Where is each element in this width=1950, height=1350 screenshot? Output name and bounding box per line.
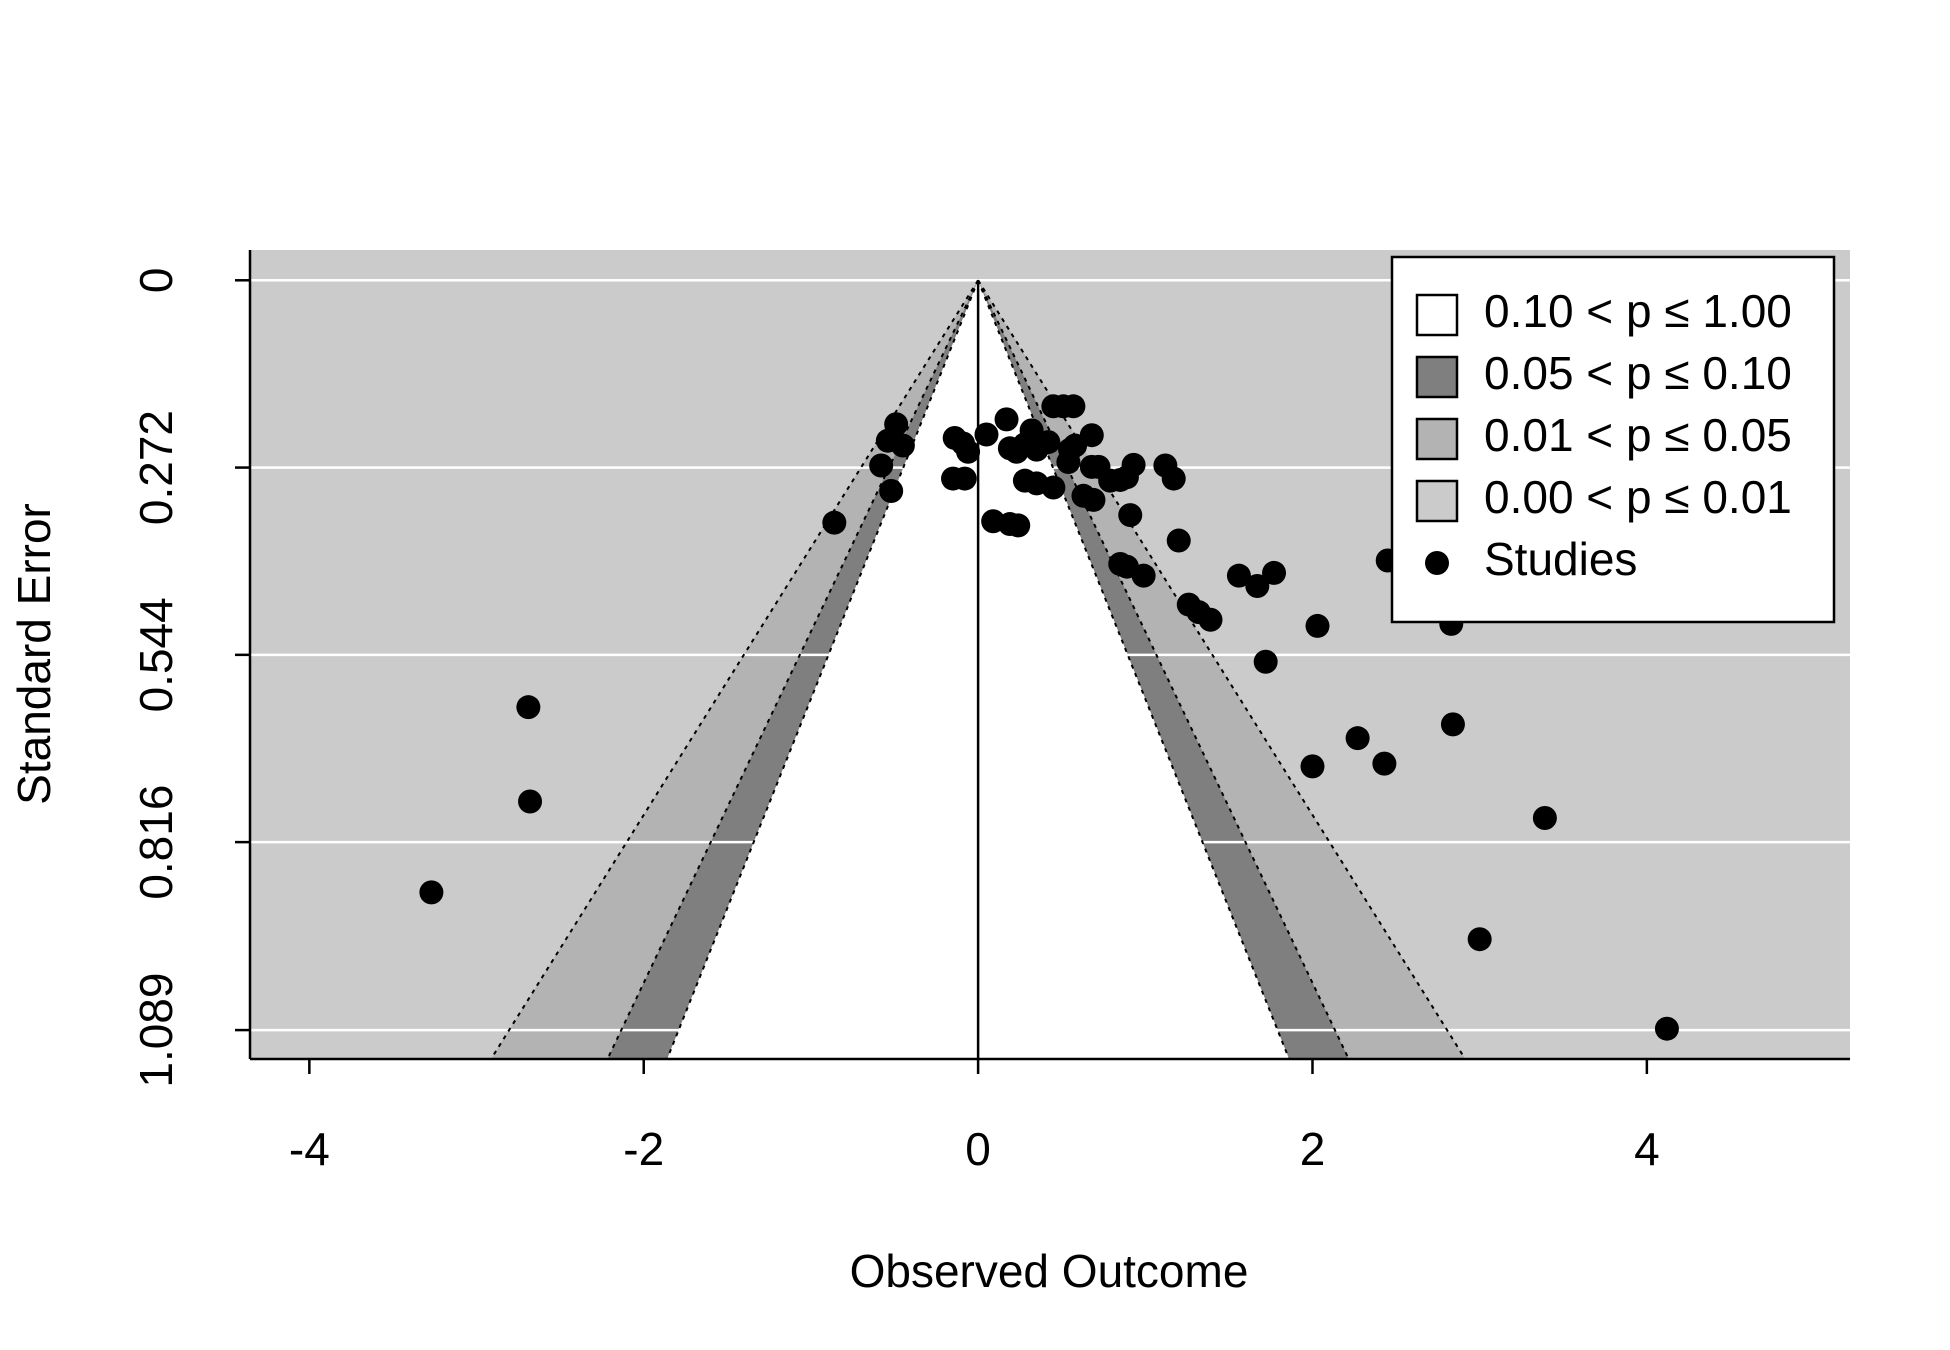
study-point [1654, 1016, 1679, 1041]
legend-swatch [1415, 479, 1459, 523]
study-point [890, 433, 915, 458]
legend: 0.10 < p ≤ 1.00 0.05 < p ≤ 0.10 0.01 < p ≤… [1390, 255, 1836, 624]
study-point [1372, 751, 1397, 776]
study-point [869, 453, 894, 478]
study-point [1440, 712, 1465, 737]
legend-label: 0.05 < p ≤ 0.10 [1484, 347, 1792, 399]
study-point [879, 478, 904, 503]
x-axis-label: Observed Outcome [850, 1245, 1249, 1297]
legend-marker [1425, 551, 1449, 575]
study-point [1262, 560, 1287, 585]
study-point [994, 407, 1019, 432]
study-point [1036, 430, 1061, 455]
contour-boundary [490, 279, 979, 1059]
y-tick-label: 0.272 [130, 410, 182, 525]
legend-swatch [1415, 355, 1459, 399]
study-point [1081, 487, 1106, 512]
study-point [1079, 423, 1104, 448]
study-point [1118, 503, 1143, 528]
study-point [518, 789, 543, 814]
study-point [1114, 465, 1139, 490]
x-tick-label: 0 [965, 1123, 991, 1175]
y-tick-label: 0 [130, 267, 182, 293]
study-point [952, 466, 977, 491]
legend-swatch [1415, 417, 1459, 461]
study-point [1131, 563, 1156, 588]
legend-swatch [1415, 293, 1459, 337]
study-point [1226, 563, 1251, 588]
study-point [1161, 466, 1186, 491]
study-point [1305, 613, 1330, 638]
study-point [1056, 450, 1081, 475]
legend-box [1390, 255, 1836, 624]
study-point [974, 422, 999, 447]
study-point [1467, 927, 1492, 952]
study-point [1061, 394, 1086, 419]
legend-label: 0.10 < p ≤ 1.00 [1484, 285, 1792, 337]
x-tick-label: 4 [1634, 1123, 1660, 1175]
study-point [1345, 726, 1370, 751]
legend-label: Studies [1484, 533, 1637, 585]
x-tick-label: -2 [623, 1123, 664, 1175]
study-point [1253, 649, 1278, 674]
study-point [1041, 475, 1066, 500]
y-tick-label: 0.544 [130, 597, 182, 712]
study-point [1006, 513, 1031, 538]
study-point [516, 695, 541, 720]
study-point [1300, 754, 1325, 779]
study-point [1019, 418, 1044, 443]
study-point [956, 439, 981, 464]
legend-label: 0.01 < p ≤ 0.05 [1484, 409, 1792, 461]
study-point [1532, 806, 1557, 831]
y-tick-label: 0.816 [130, 785, 182, 900]
x-tick-label: 2 [1300, 1123, 1326, 1175]
y-axis-label: Standard Error [8, 503, 60, 805]
legend-label: 0.00 < p ≤ 0.01 [1484, 471, 1792, 523]
y-tick-label: 1.089 [130, 973, 182, 1088]
study-point [822, 510, 847, 535]
study-point [1198, 607, 1223, 632]
study-point [419, 880, 444, 905]
x-tick-label: -4 [289, 1123, 330, 1175]
study-point [1166, 528, 1191, 553]
study-point [1245, 573, 1270, 598]
